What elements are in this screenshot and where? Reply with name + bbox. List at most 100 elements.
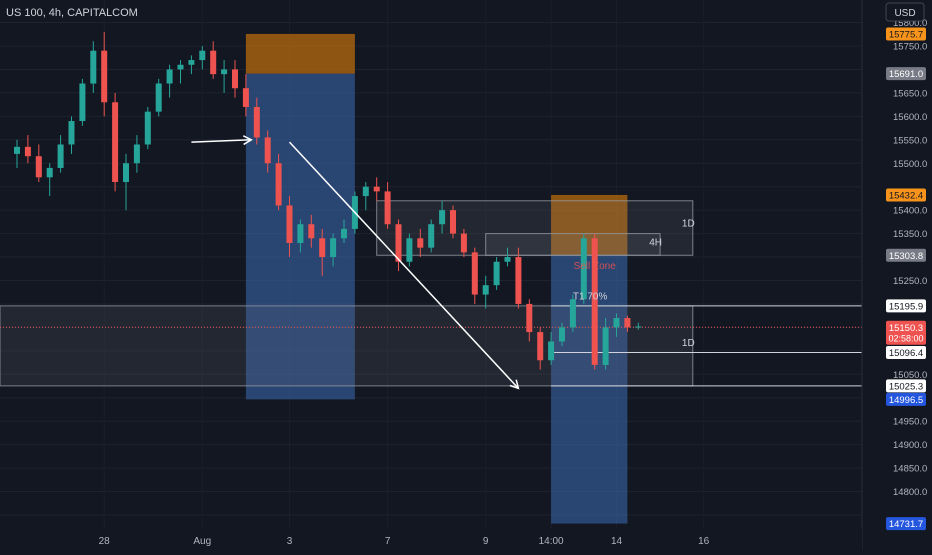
candle: [319, 228, 326, 276]
candle-body: [624, 318, 631, 328]
symbol-title: US 100, 4h, CAPITALCOM: [6, 7, 138, 19]
time-tick-label: 7: [385, 536, 391, 547]
candle: [417, 228, 424, 258]
price-label-bg: [886, 320, 926, 345]
candle: [123, 153, 129, 211]
candle-body: [493, 261, 500, 286]
price-tick-label: 15550.0: [893, 135, 927, 146]
candle-body: [526, 303, 533, 333]
price-label-text: 15195.9: [889, 301, 923, 312]
candle-body: [14, 146, 20, 154]
candle-body: [384, 191, 391, 225]
candle: [591, 233, 598, 370]
candle: [14, 139, 20, 168]
time-tick-label: Aug: [193, 536, 211, 547]
price-tick-label: 14900.0: [893, 440, 927, 451]
candle: [341, 219, 347, 243]
price-tick-label: 15250.0: [893, 276, 927, 287]
candle: [57, 135, 64, 173]
candle: [373, 177, 380, 201]
price-label-text: 14996.5: [889, 395, 923, 406]
candle-body: [264, 137, 271, 164]
target-zone: [551, 255, 628, 524]
candle: [68, 116, 75, 154]
price-axis-panel[interactable]: [862, 0, 932, 550]
candle-body: [395, 224, 402, 262]
candle: [133, 135, 140, 173]
candle-body: [79, 83, 86, 122]
candle-body: [569, 299, 576, 328]
candle-body: [373, 186, 380, 192]
candle: [537, 327, 544, 370]
candle: [330, 233, 337, 267]
candle-body: [471, 252, 478, 295]
price-label: 14996.5: [886, 392, 926, 406]
price-tick-label: 15050.0: [893, 370, 927, 381]
candle-body: [297, 224, 304, 243]
candle: [395, 219, 402, 272]
price-label-bg: [886, 67, 926, 81]
candle: [406, 233, 413, 267]
time-tick-label: 16: [698, 536, 710, 547]
candle-body: [177, 64, 184, 70]
candle: [35, 144, 42, 183]
candle: [264, 130, 271, 173]
candle-body: [242, 88, 249, 107]
candle-body: [90, 50, 97, 84]
currency-label: USD: [894, 8, 915, 19]
currency-button[interactable]: USD: [885, 2, 925, 22]
candle: [275, 153, 282, 211]
candle: [221, 60, 228, 93]
time-axis-panel[interactable]: [0, 528, 862, 550]
price-label: 15775.7: [886, 27, 926, 41]
candle: [362, 182, 369, 211]
candle-body: [417, 238, 424, 248]
arrow-head: [509, 379, 520, 390]
candle-body: [515, 257, 522, 304]
candle-body: [57, 144, 64, 168]
price-tick-label: 15600.0: [893, 112, 927, 123]
price-label-bg: [886, 517, 926, 531]
candle-body: [133, 144, 140, 164]
candle: [559, 322, 565, 347]
price-labels: 15775.7 15691.0 15432.4 15303.8 15195.9 15150…: [886, 27, 926, 531]
candle: [569, 294, 576, 333]
candle: [613, 313, 620, 337]
candle: [242, 74, 249, 117]
candle-body: [341, 228, 347, 239]
candle: [308, 214, 315, 248]
candle: [188, 55, 195, 75]
candle: [24, 135, 31, 164]
candle: [439, 200, 446, 234]
candle-body: [166, 69, 173, 84]
price-label-text: 15775.7: [889, 29, 923, 40]
price-tick-label: 15350.0: [893, 229, 927, 240]
candle-body: [232, 69, 238, 89]
price-tick-label: 15400.0: [893, 206, 927, 217]
candle: [199, 46, 206, 70]
candle: [384, 182, 391, 229]
candle-body: [450, 210, 456, 234]
time-tick-label: 28: [99, 536, 111, 547]
candle-body: [580, 238, 587, 300]
grey-zone: [485, 233, 661, 256]
arrow-shaft: [288, 141, 519, 389]
candle-body: [482, 285, 489, 295]
zone-label: Sell Zone: [574, 261, 617, 272]
price-label-text: 15432.4: [889, 190, 923, 201]
candle-body: [35, 156, 42, 178]
candle-body: [362, 186, 369, 197]
price-label-text: 14731.7: [889, 519, 923, 530]
candle-body: [559, 327, 565, 342]
candle-body: [602, 327, 609, 365]
candle: [90, 41, 97, 93]
candle-body: [319, 238, 326, 258]
arrow: [288, 141, 520, 390]
candle: [460, 228, 467, 258]
candle: [297, 219, 304, 253]
price-label-text: 15096.4: [889, 348, 923, 359]
price-label-bg: [886, 379, 926, 393]
candle: [101, 31, 108, 117]
